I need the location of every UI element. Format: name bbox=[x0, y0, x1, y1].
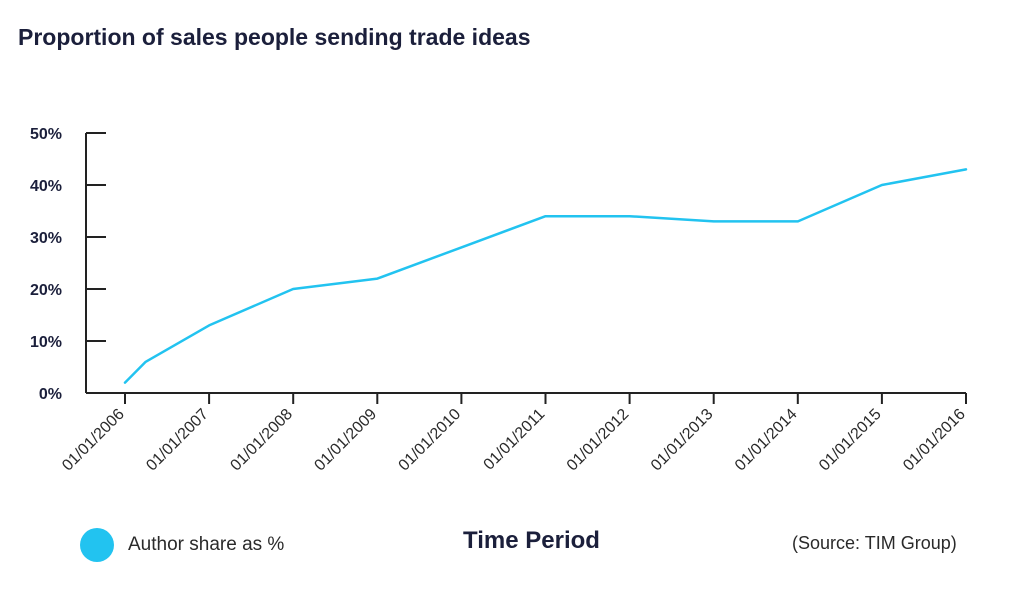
y-tick-label: 10% bbox=[30, 334, 62, 351]
series-line bbox=[123, 168, 968, 384]
legend-swatch bbox=[80, 528, 114, 562]
y-tick-label: 40% bbox=[30, 178, 62, 195]
x-tick-label: 01/01/2006 bbox=[59, 406, 128, 475]
x-tick-label: 01/01/2009 bbox=[311, 406, 380, 475]
y-tick-labels: 0% 10% 20% 30% 40% 50% bbox=[30, 126, 62, 403]
legend: Author share as % bbox=[80, 528, 284, 562]
y-tick-label: 20% bbox=[30, 282, 62, 299]
y-tick-label: 50% bbox=[30, 126, 62, 143]
legend-label: Author share as % bbox=[128, 534, 285, 555]
x-tick-label: 01/01/2010 bbox=[396, 406, 465, 475]
x-axis-title: Time Period bbox=[463, 527, 600, 554]
x-tick-labels: 01/01/2006 01/01/2007 01/01/2008 01/01/2009… bbox=[59, 406, 969, 475]
x-tick-label: 01/01/2008 bbox=[227, 406, 296, 475]
x-tick-label: 01/01/2013 bbox=[648, 406, 717, 475]
x-tick-label: 01/01/2012 bbox=[564, 406, 633, 475]
x-tick-label: 01/01/2007 bbox=[143, 406, 212, 475]
x-tick-label: 01/01/2014 bbox=[732, 406, 801, 475]
x-tick-label: 01/01/2015 bbox=[816, 406, 885, 475]
series-lines bbox=[123, 168, 968, 384]
source-note: (Source: TIM Group) bbox=[792, 533, 957, 553]
y-tick-label: 0% bbox=[39, 386, 62, 403]
y-tick-label: 30% bbox=[30, 230, 62, 247]
x-tick-label: 01/01/2016 bbox=[900, 406, 969, 475]
x-tick-label: 01/01/2011 bbox=[481, 406, 549, 474]
chart-title: Proportion of sales people sending trade… bbox=[18, 24, 531, 50]
axes bbox=[85, 132, 967, 404]
